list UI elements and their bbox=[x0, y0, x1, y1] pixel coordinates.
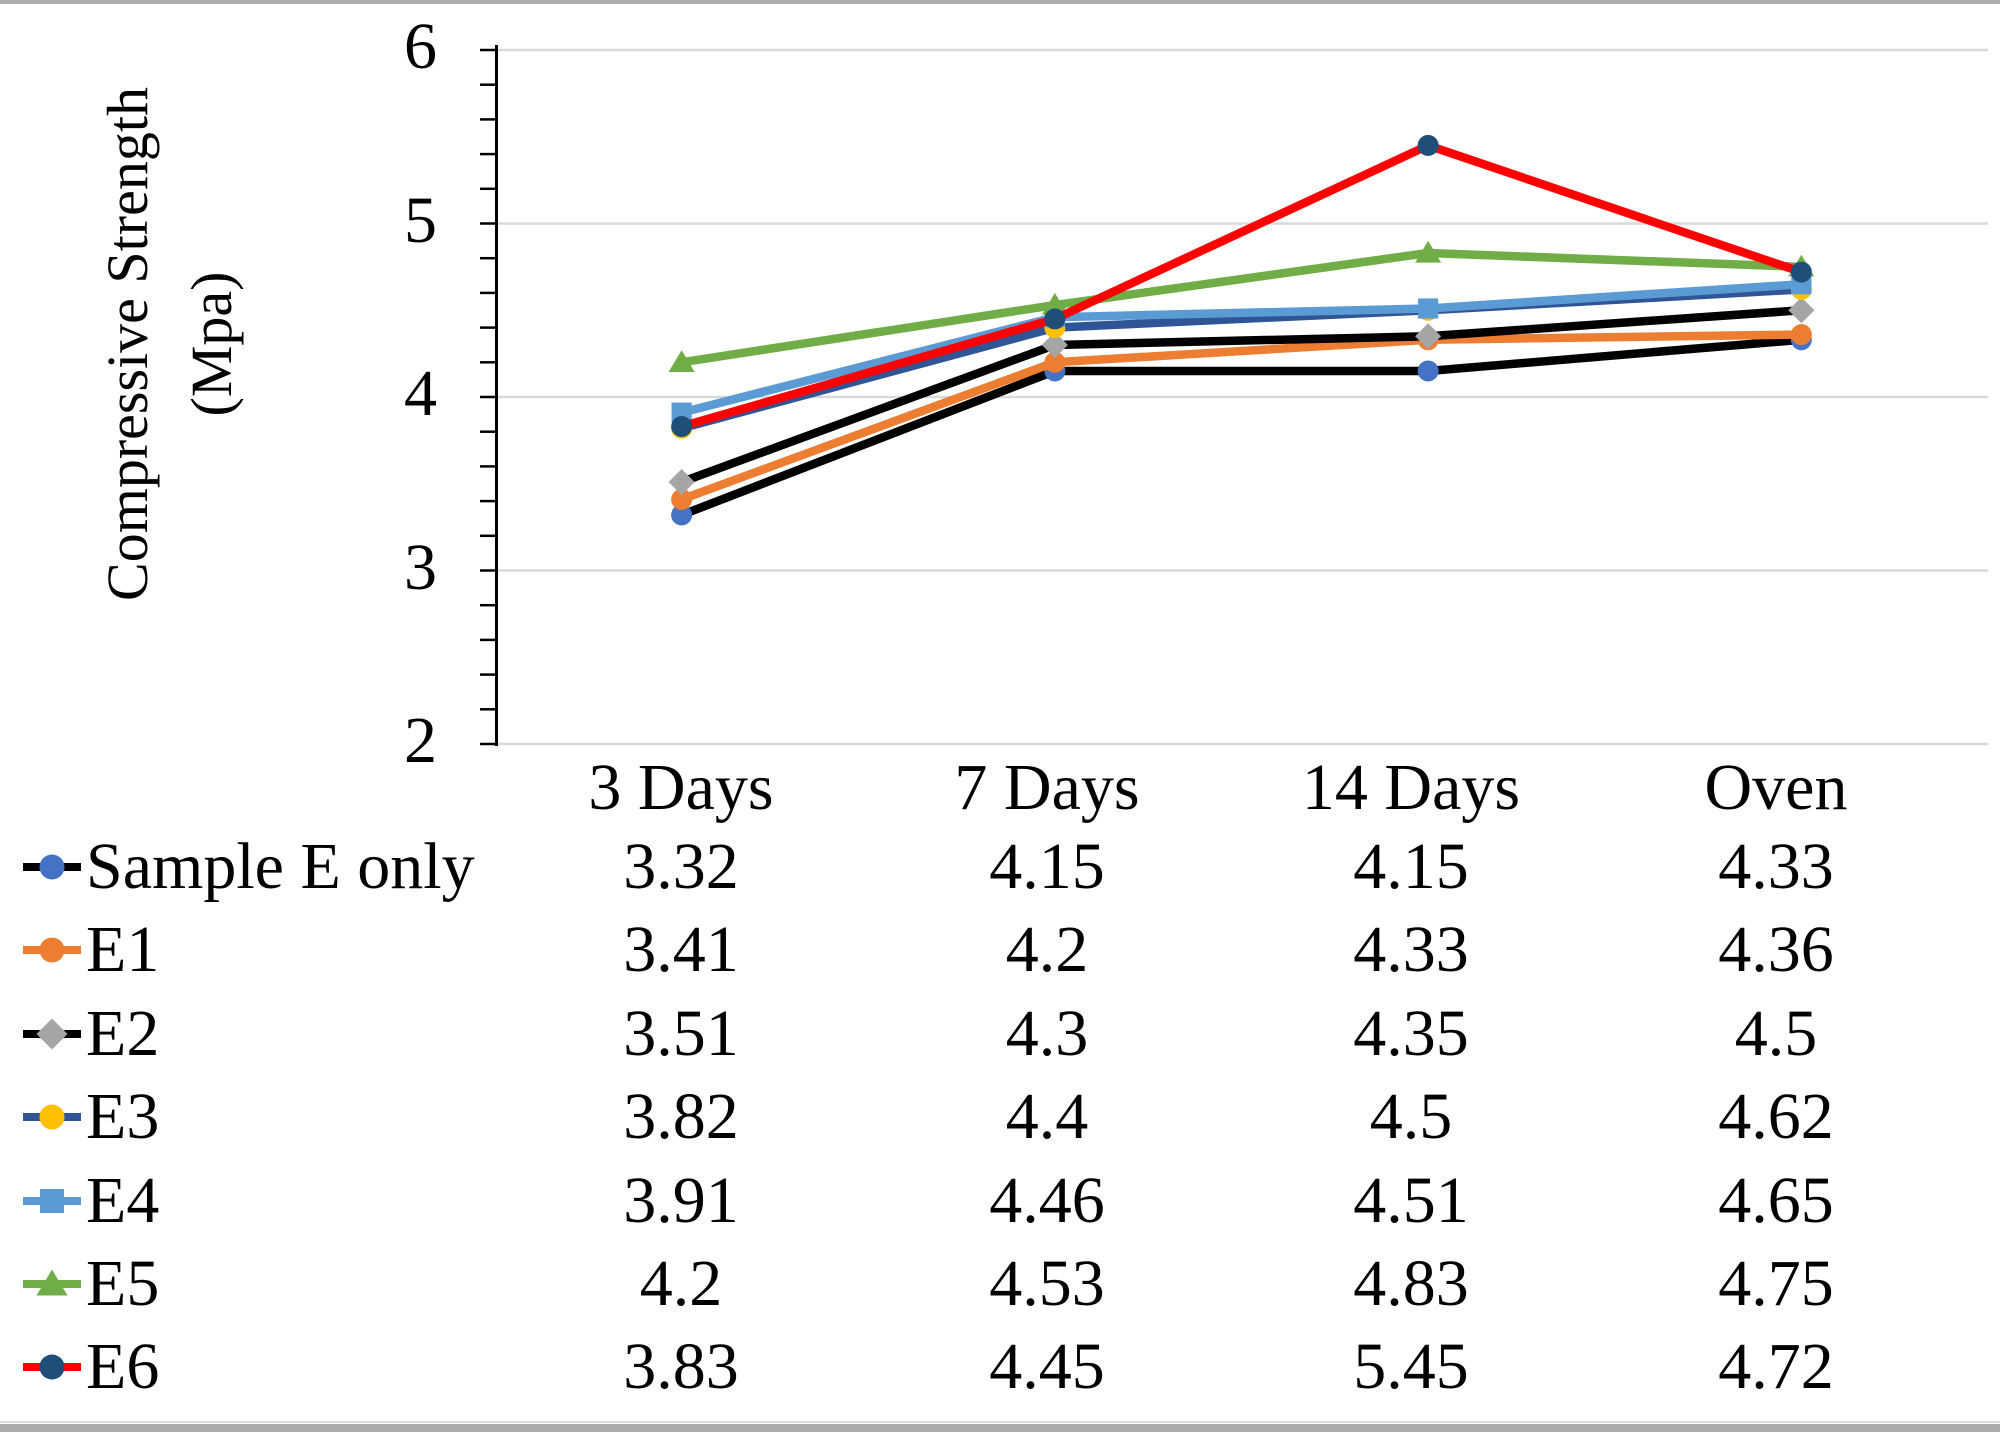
series-line-E5 bbox=[677, 248, 1806, 367]
legend-icon-E3 bbox=[23, 1104, 81, 1130]
y-tick-label-4: 4 bbox=[404, 357, 437, 430]
table-value-E5-7 Days: 4.53 bbox=[989, 1247, 1105, 1320]
legend-marker-E1 bbox=[39, 937, 65, 963]
top-border bbox=[0, 0, 2000, 4]
legend-label-Sample E only: Sample E only bbox=[86, 830, 475, 903]
series-line-Sample E only bbox=[677, 335, 1806, 520]
series-marker-E2-14 Days bbox=[1415, 323, 1442, 350]
legend-icon-E6 bbox=[23, 1354, 81, 1380]
series-marker-E2-7 Days bbox=[1041, 331, 1068, 358]
legend-icon-E4 bbox=[23, 1189, 81, 1213]
table-value-E1-7 Days: 4.2 bbox=[1005, 913, 1089, 986]
table-value-E4-Oven: 4.65 bbox=[1718, 1164, 1834, 1237]
table-value-Sample E only-14 Days: 4.15 bbox=[1353, 830, 1469, 903]
series-marker-E2-Oven bbox=[1788, 297, 1815, 324]
legend-marker-E2 bbox=[36, 1018, 68, 1050]
table-value-E4-7 Days: 4.46 bbox=[989, 1164, 1105, 1237]
series-marker-E6-7 Days bbox=[1044, 308, 1066, 330]
table-value-E6-7 Days: 4.45 bbox=[989, 1330, 1105, 1403]
table-value-Sample E only-Oven: 4.33 bbox=[1718, 830, 1834, 903]
series-marker-E5-3 Days bbox=[668, 350, 695, 372]
series-marker-E1-Oven bbox=[1790, 324, 1812, 346]
column-header-7 Days: 7 Days bbox=[954, 751, 1140, 824]
series-marker-E4-14 Days bbox=[1418, 298, 1439, 319]
table-value-E2-7 Days: 4.3 bbox=[1005, 997, 1089, 1070]
line-chart-plot bbox=[480, 45, 1988, 746]
table-value-E3-Oven: 4.62 bbox=[1718, 1080, 1834, 1153]
legend-label-E1: E1 bbox=[86, 913, 160, 986]
legend-label-E5: E5 bbox=[86, 1247, 160, 1320]
table-value-E1-3 Days: 3.41 bbox=[623, 913, 739, 986]
table-value-E6-Oven: 4.72 bbox=[1718, 1330, 1834, 1403]
table-value-E2-3 Days: 3.51 bbox=[623, 997, 739, 1070]
series-line-E4 bbox=[677, 279, 1806, 417]
table-value-E6-3 Days: 3.83 bbox=[623, 1330, 739, 1403]
table-value-E2-Oven: 4.5 bbox=[1734, 997, 1818, 1070]
legend-label-E6: E6 bbox=[86, 1330, 160, 1403]
series-line-E1 bbox=[677, 330, 1806, 504]
table-value-E4-3 Days: 3.91 bbox=[623, 1164, 739, 1237]
y-tick-label-2: 2 bbox=[404, 704, 437, 777]
series-marker-E6-3 Days bbox=[671, 415, 693, 437]
table-value-E3-7 Days: 4.4 bbox=[1005, 1080, 1089, 1153]
bottom-thin-line bbox=[0, 1421, 2000, 1423]
series-line-E6 bbox=[677, 141, 1806, 431]
legend-icon-E2 bbox=[23, 1018, 81, 1050]
table-value-E5-14 Days: 4.83 bbox=[1353, 1247, 1469, 1320]
bottom-border bbox=[0, 1424, 2000, 1432]
table-value-Sample E only-7 Days: 4.15 bbox=[989, 830, 1105, 903]
legend-marker-E6 bbox=[39, 1354, 65, 1380]
table-value-E5-3 Days: 4.2 bbox=[639, 1247, 723, 1320]
column-header-3 Days: 3 Days bbox=[588, 751, 774, 824]
series-marker-Sample E only-14 Days bbox=[1417, 360, 1439, 382]
series-marker-E1-3 Days bbox=[671, 488, 693, 510]
legend-marker-E4 bbox=[40, 1189, 64, 1213]
legend-marker-E5 bbox=[36, 1269, 68, 1296]
column-header-14 Days: 14 Days bbox=[1301, 751, 1521, 824]
series-marker-E1-7 Days bbox=[1044, 351, 1066, 373]
series-marker-E6-14 Days bbox=[1417, 134, 1439, 156]
series-marker-E5-7 Days bbox=[1041, 292, 1068, 315]
table-value-E5-Oven: 4.75 bbox=[1718, 1247, 1834, 1320]
legend-marker-E3 bbox=[39, 1104, 65, 1130]
series-marker-E2-3 Days bbox=[668, 468, 695, 496]
column-header-Oven: Oven bbox=[1704, 751, 1848, 824]
legend-icon-E1 bbox=[23, 937, 81, 963]
legend-label-E2: E2 bbox=[86, 997, 160, 1070]
series-marker-E6-Oven bbox=[1790, 261, 1812, 283]
table-value-E3-14 Days: 4.5 bbox=[1369, 1080, 1453, 1153]
table-value-E2-14 Days: 4.35 bbox=[1353, 997, 1469, 1070]
table-value-E4-14 Days: 4.51 bbox=[1353, 1164, 1469, 1237]
legend-icon-Sample E only bbox=[23, 854, 81, 880]
legend-icon-E5 bbox=[23, 1269, 81, 1296]
legend-label-E4: E4 bbox=[86, 1164, 160, 1237]
y-tick-label-5: 5 bbox=[404, 183, 437, 257]
legend-marker-Sample E only bbox=[39, 854, 65, 880]
table-value-E1-Oven: 4.36 bbox=[1718, 913, 1834, 986]
y-tick-label-3: 3 bbox=[404, 530, 437, 604]
series-line-E2 bbox=[677, 306, 1806, 487]
series-marker-Sample E only-3 Days bbox=[671, 504, 693, 526]
table-value-E6-14 Days: 5.45 bbox=[1353, 1330, 1469, 1403]
table-value-E1-14 Days: 4.33 bbox=[1353, 913, 1469, 986]
legend-label-E3: E3 bbox=[86, 1080, 160, 1153]
table-value-E3-3 Days: 3.82 bbox=[623, 1080, 739, 1153]
table-value-Sample E only-3 Days: 3.32 bbox=[623, 830, 739, 903]
y-tick-label-6: 6 bbox=[404, 10, 437, 83]
series-marker-E5-14 Days bbox=[1415, 240, 1442, 263]
